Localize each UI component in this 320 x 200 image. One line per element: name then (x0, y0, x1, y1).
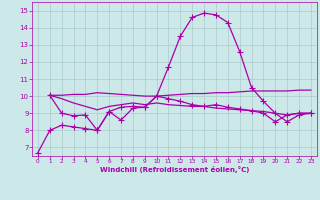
X-axis label: Windchill (Refroidissement éolien,°C): Windchill (Refroidissement éolien,°C) (100, 166, 249, 173)
